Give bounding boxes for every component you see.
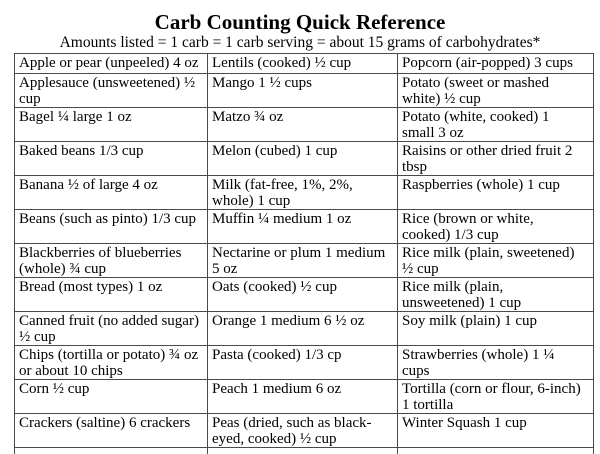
table-cell: Beans (such as pinto) 1/3 cup xyxy=(14,209,208,244)
table-row: Chips (tortilla or potato) ¾ oz or about… xyxy=(14,345,594,380)
table-cell: Potato (sweet or mashed white) ½ cup xyxy=(397,73,594,108)
table-row: Bagel ¼ large 1 oz Matzo ¾ oz Potato (wh… xyxy=(14,107,594,142)
table-cell: Soy milk (plain) 1 cup xyxy=(397,311,594,346)
table-row: Banana ½ of large 4 oz Milk (fat-free, 1… xyxy=(14,175,594,210)
table-cell: Popcorn (air-popped) 3 cups xyxy=(397,53,594,74)
table-cell xyxy=(14,447,208,454)
table-cell: Orange 1 medium 6 ½ oz xyxy=(207,311,398,346)
table-row: Apple or pear (unpeeled) 4 oz Lentils (c… xyxy=(14,53,594,74)
table-cell: Rice (brown or white, cooked) 1/3 cup xyxy=(397,209,594,244)
table-cell: Melon (cubed) 1 cup xyxy=(207,141,398,176)
table-cell: Winter Squash 1 cup xyxy=(397,413,594,448)
table-row: Crackers (saltine) 6 crackers Peas (drie… xyxy=(14,413,594,448)
table-cell: Bread (most types) 1 oz xyxy=(14,277,208,312)
table-cell: Applesauce (unsweetened) ½ cup xyxy=(14,73,208,108)
table-cell xyxy=(207,447,398,454)
table-cell: Rice milk (plain, sweetened) ½ cup xyxy=(397,243,594,278)
table-cell: Raspberries (whole) 1 cup xyxy=(397,175,594,210)
table-cell: Raisins or other dried fruit 2 tbsp xyxy=(397,141,594,176)
table-cell: Bagel ¼ large 1 oz xyxy=(14,107,208,142)
table-cell: Peach 1 medium 6 oz xyxy=(207,379,398,414)
table-cell: Matzo ¾ oz xyxy=(207,107,398,142)
table-cell: Corn ½ cup xyxy=(14,379,208,414)
table-cell: Canned fruit (no added sugar) ½ cup xyxy=(14,311,208,346)
table-cell: Peas (dried, such as black-eyed, cooked)… xyxy=(207,413,398,448)
table-cell: Pasta (cooked) 1/3 cp xyxy=(207,345,398,380)
table-row: Blackberries of blueberries (whole) ¾ cu… xyxy=(14,243,594,278)
table-cell: Rice milk (plain, unsweetened) 1 cup xyxy=(397,277,594,312)
carb-reference-table: Apple or pear (unpeeled) 4 oz Lentils (c… xyxy=(14,53,594,454)
table-cell: Banana ½ of large 4 oz xyxy=(14,175,208,210)
table-cell xyxy=(397,447,594,454)
table-row: Beans (such as pinto) 1/3 cup Muffin ¼ m… xyxy=(14,209,594,244)
table-cell: Lentils (cooked) ½ cup xyxy=(207,53,398,74)
table-row: Bread (most types) 1 oz Oats (cooked) ½ … xyxy=(14,277,594,312)
table-row-clipped xyxy=(14,447,594,454)
table-row: Canned fruit (no added sugar) ½ cup Oran… xyxy=(14,311,594,346)
table-cell: Mango 1 ½ cups xyxy=(207,73,398,108)
table-cell: Tortilla (corn or flour, 6-inch) 1 torti… xyxy=(397,379,594,414)
table-cell: Blackberries of blueberries (whole) ¾ cu… xyxy=(14,243,208,278)
table-cell: Crackers (saltine) 6 crackers xyxy=(14,413,208,448)
table-cell: Chips (tortilla or potato) ¾ oz or about… xyxy=(14,345,208,380)
table-row: Baked beans 1/3 cup Melon (cubed) 1 cup … xyxy=(14,141,594,176)
table-row: Applesauce (unsweetened) ½ cup Mango 1 ½… xyxy=(14,73,594,108)
table-cell: Baked beans 1/3 cup xyxy=(14,141,208,176)
table-row: Corn ½ cup Peach 1 medium 6 oz Tortilla … xyxy=(14,379,594,414)
table-cell: Milk (fat-free, 1%, 2%, whole) 1 cup xyxy=(207,175,398,210)
table-cell: Potato (white, cooked) 1 small 3 oz xyxy=(397,107,594,142)
table-cell: Strawberries (whole) 1 ¼ cups xyxy=(397,345,594,380)
table-cell: Oats (cooked) ½ cup xyxy=(207,277,398,312)
page-subtitle: Amounts listed = 1 carb = 1 carb serving… xyxy=(59,34,541,51)
page-title: Carb Counting Quick Reference xyxy=(154,10,446,34)
table-cell: Muffin ¼ medium 1 oz xyxy=(207,209,398,244)
table-cell: Apple or pear (unpeeled) 4 oz xyxy=(14,53,208,74)
table-cell: Nectarine or plum 1 medium 5 oz xyxy=(207,243,398,278)
